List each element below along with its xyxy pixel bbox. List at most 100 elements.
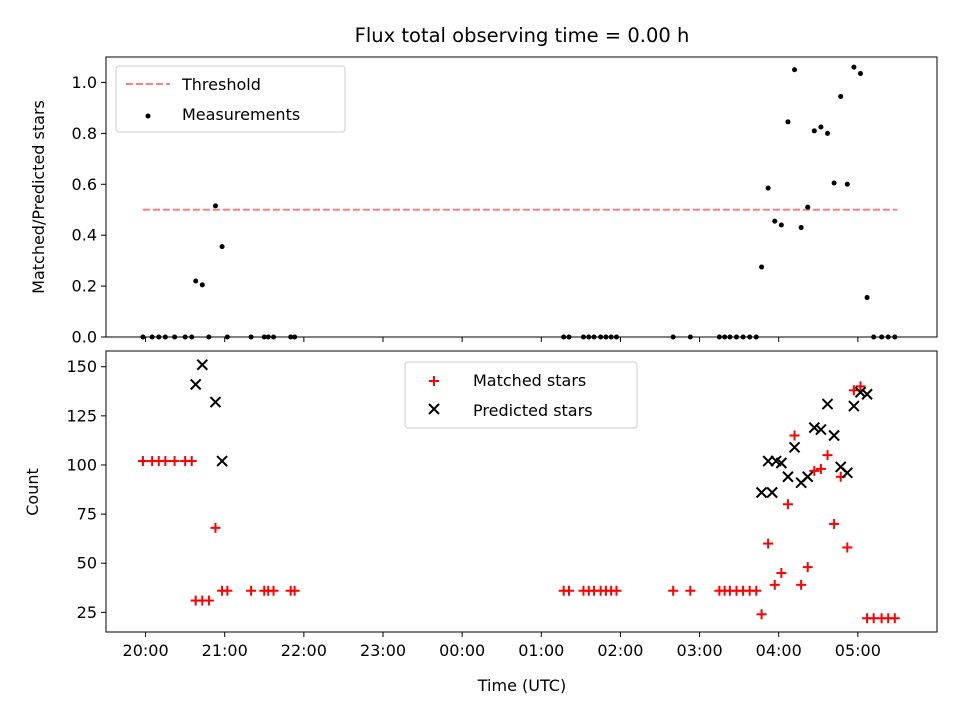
matched-stars-point xyxy=(222,585,233,596)
top-x-ticks xyxy=(145,337,859,342)
top-legend: Threshold Measurements xyxy=(115,65,346,133)
predicted-stars-point xyxy=(209,396,222,408)
matched-stars-point xyxy=(186,456,197,467)
measurement-point xyxy=(785,119,791,125)
measurements-legend-label: Measurements xyxy=(182,105,300,124)
matched-stars-point xyxy=(842,542,853,553)
matched-stars-point xyxy=(160,456,171,467)
x-tick-label: 20:00 xyxy=(123,641,169,660)
predicted-stars-point xyxy=(861,388,873,400)
predicted-stars-point xyxy=(775,457,788,469)
matched-stars-point xyxy=(137,456,148,467)
matched-stars-point xyxy=(769,579,780,590)
measurement-point xyxy=(759,264,765,270)
predicted-stars-point xyxy=(755,486,768,499)
measurement-point xyxy=(831,180,837,186)
measurement-point xyxy=(811,128,817,134)
predicted-stars-point xyxy=(808,421,821,434)
measurement-point xyxy=(818,124,824,130)
matched-stars-point xyxy=(756,609,767,620)
x-tick-label: 03:00 xyxy=(677,641,723,660)
bottom-y-tick-label: 100 xyxy=(66,455,97,474)
top-y-tick-label: 0.4 xyxy=(72,226,97,245)
predicted-stars-point xyxy=(841,467,854,479)
measurement-point xyxy=(825,130,831,136)
predicted-stars-point xyxy=(196,359,208,371)
bottom-axes-frame xyxy=(105,350,938,633)
predicted-stars-point xyxy=(782,471,794,483)
measurement-point xyxy=(798,225,804,231)
x-axis-label: Time (UTC) xyxy=(477,676,566,695)
top-panel: 0.0 0.2 0.4 0.6 0.8 1.0 Matched/Predicted sta… xyxy=(29,56,938,347)
measurement-point xyxy=(193,278,199,284)
threshold-legend-label: Threshold xyxy=(181,75,261,94)
matched-stars-point xyxy=(203,595,214,606)
measurement-point xyxy=(851,64,857,70)
top-y-tick-label: 0.0 xyxy=(72,328,97,347)
matched-stars-point xyxy=(822,450,833,461)
predicted-stars-point xyxy=(848,400,860,412)
matched-stars-point xyxy=(169,456,180,467)
matched-legend-swatch xyxy=(429,376,439,386)
matched-stars-point xyxy=(268,585,279,596)
matched-stars-point xyxy=(210,522,221,533)
bottom-panel: 25 50 75 100 125 150 20:00 21:00 22:00 23:00 00:0… xyxy=(23,350,938,695)
measurement-point xyxy=(844,181,850,187)
top-legend-box xyxy=(115,65,346,133)
bottom-y-tick-label: 50 xyxy=(77,554,97,573)
matched-legend-label: Matched stars xyxy=(473,371,586,390)
predicted-stars-point xyxy=(815,423,827,436)
measurement-point xyxy=(212,203,218,209)
predicted-stars-point xyxy=(821,398,834,410)
matched-stars-point xyxy=(685,585,696,596)
matched-stars-point xyxy=(763,538,774,549)
measurement-point xyxy=(857,71,863,77)
x-tick-label: 00:00 xyxy=(439,641,485,660)
matched-stars-point xyxy=(815,463,826,474)
matched-stars-point xyxy=(289,585,300,596)
bottom-y-ticks: 25 50 75 100 125 150 xyxy=(66,357,106,622)
predicted-stars-point xyxy=(216,455,228,467)
predicted-legend-label: Predicted stars xyxy=(473,401,593,420)
top-y-tick-label: 1.0 xyxy=(72,73,97,92)
x-tick-label: 01:00 xyxy=(518,641,564,660)
predicted-stars-point xyxy=(788,441,801,453)
top-y-tick-label: 0.8 xyxy=(72,124,97,143)
top-y-tick-label: 0.6 xyxy=(72,175,97,194)
bottom-x-ticks: 20:00 21:00 22:00 23:00 00:00 01:00 02:00 03:00… xyxy=(123,632,881,660)
matched-stars-point xyxy=(246,585,257,596)
x-tick-label: 05:00 xyxy=(835,641,881,660)
measurement-point xyxy=(772,218,778,224)
x-tick-label: 21:00 xyxy=(202,641,248,660)
bottom-y-axis-label: Count xyxy=(23,468,42,516)
x-tick-label: 22:00 xyxy=(281,641,327,660)
matched-stars-point xyxy=(611,585,622,596)
predicted-stars-point xyxy=(189,378,202,391)
matched-stars-point xyxy=(563,585,574,596)
x-tick-label: 23:00 xyxy=(360,641,406,660)
measurement-point xyxy=(792,67,798,73)
measurement-point xyxy=(199,282,205,288)
matched-stars-point xyxy=(789,430,800,441)
predicted-legend-swatch xyxy=(428,403,440,415)
matched-stars-point xyxy=(802,562,813,573)
matched-stars-point xyxy=(889,613,900,624)
measurement-point xyxy=(805,204,811,210)
chart-title: Flux total observing time = 0.00 h xyxy=(355,24,690,47)
matched-stars-point xyxy=(796,579,807,590)
predicted-stars-point xyxy=(854,386,867,398)
bottom-legend-box xyxy=(404,361,638,429)
matched-stars-point xyxy=(809,465,820,476)
predicted-stars-point xyxy=(828,429,840,442)
top-y-tick-label: 0.2 xyxy=(72,277,97,296)
measurement-point xyxy=(838,93,844,99)
bottom-y-tick-label: 75 xyxy=(77,505,97,524)
bottom-legend: Matched stars Predicted stars xyxy=(404,361,638,429)
measurement-point xyxy=(864,295,870,301)
measurements-legend-swatch xyxy=(145,113,151,119)
measurement-point xyxy=(765,185,771,191)
top-axes-frame xyxy=(105,56,938,338)
matched-stars-point xyxy=(782,499,793,510)
matched-stars-point xyxy=(855,381,866,392)
